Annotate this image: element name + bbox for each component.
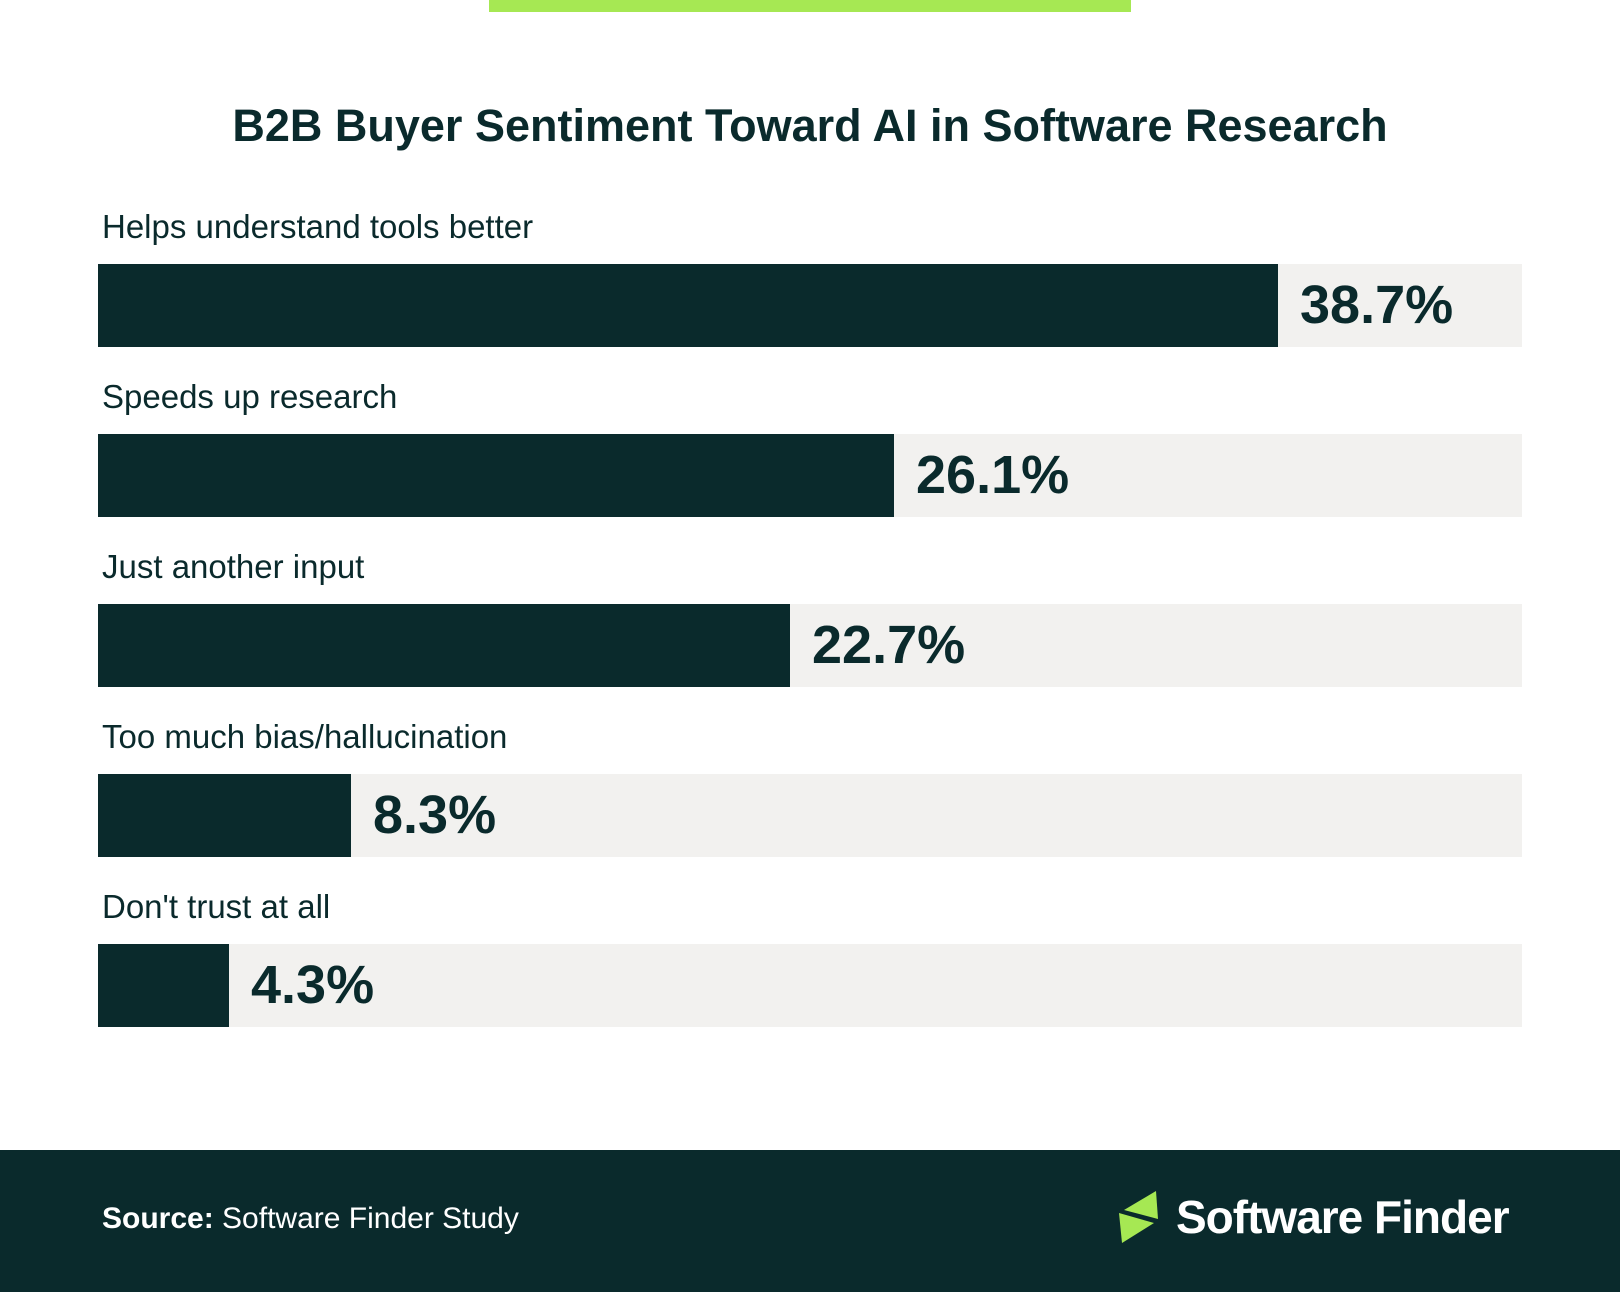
category-label: Speeds up research <box>102 378 398 415</box>
bar <box>98 434 894 517</box>
source-text: Software Finder Study <box>222 1202 519 1235</box>
bar-track: 22.7% <box>98 604 1522 687</box>
data-label: 4.3% <box>251 955 375 1015</box>
bar-track: 26.1% <box>98 434 1522 517</box>
data-label: 26.1% <box>916 445 1070 505</box>
source-label: Source: <box>102 1202 214 1235</box>
bar-track: 4.3% <box>98 944 1522 1027</box>
bar-track: 38.7% <box>98 264 1522 347</box>
category-label: Just another input <box>102 548 365 585</box>
category-label: Helps understand tools better <box>102 208 534 245</box>
software-finder-logo-icon <box>1119 1191 1158 1243</box>
data-label: 8.3% <box>373 785 497 845</box>
bar <box>98 604 790 687</box>
footer: Source: Software Finder Study Software F… <box>0 1150 1620 1292</box>
top-accent-bar <box>489 0 1131 12</box>
data-label: 22.7% <box>812 615 966 675</box>
chart-title: B2B Buyer Sentiment Toward AI in Softwar… <box>232 100 1388 151</box>
data-label: 38.7% <box>1300 275 1454 335</box>
category-label: Too much bias/hallucination <box>102 718 508 755</box>
bar <box>98 774 351 857</box>
source-note: Source: Software Finder Study <box>102 1202 519 1236</box>
category-label: Don't trust at all <box>102 888 331 925</box>
logo: Software Finder <box>1118 1190 1510 1244</box>
bar-track: 8.3% <box>98 774 1522 857</box>
bar <box>98 264 1278 347</box>
bar <box>98 944 229 1027</box>
logo-text: Software Finder <box>1176 1191 1510 1243</box>
